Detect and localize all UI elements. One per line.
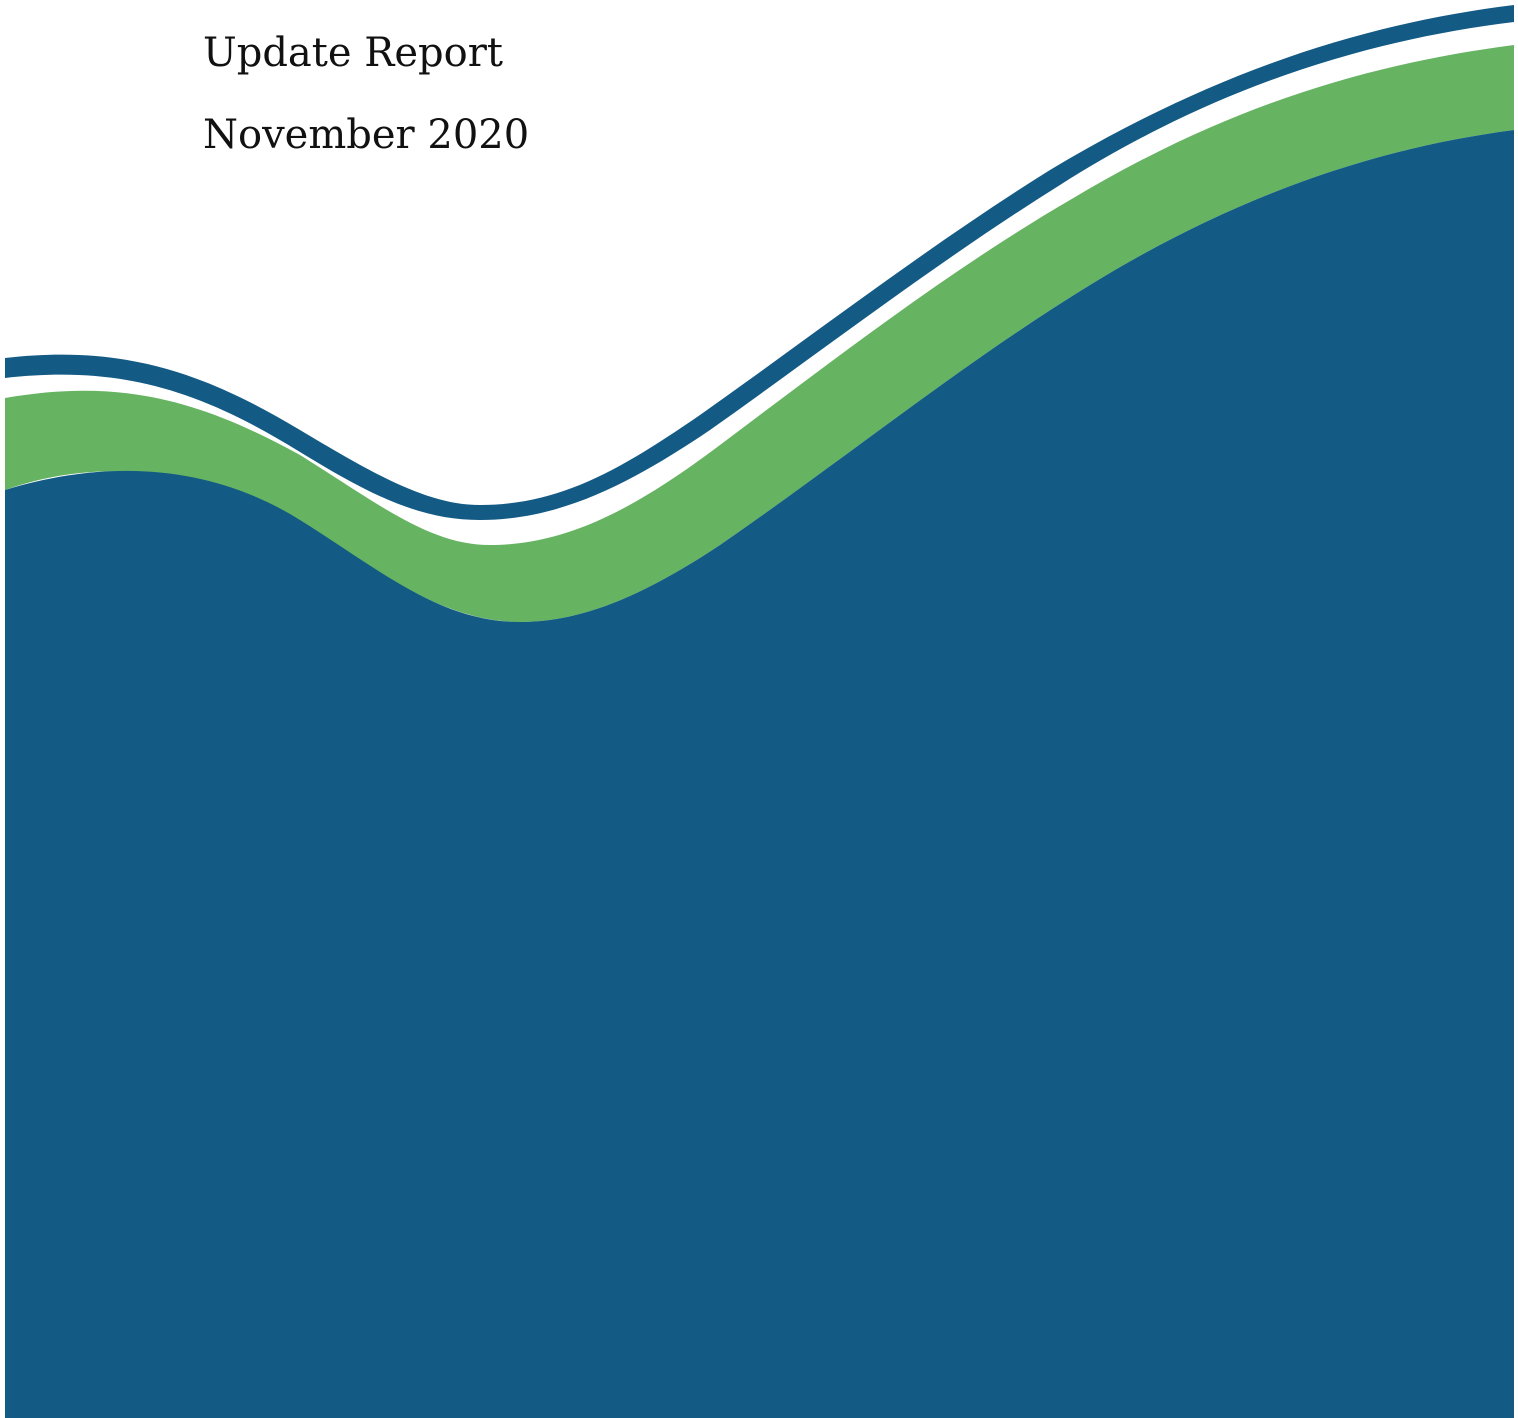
page: Update Report November 2020 (() => { con… bbox=[0, 0, 1518, 1418]
report-date: November 2020 bbox=[203, 112, 529, 158]
report-title: Update Report bbox=[203, 30, 503, 76]
navy-body bbox=[5, 130, 1514, 1418]
cover-waves bbox=[0, 0, 1518, 1418]
